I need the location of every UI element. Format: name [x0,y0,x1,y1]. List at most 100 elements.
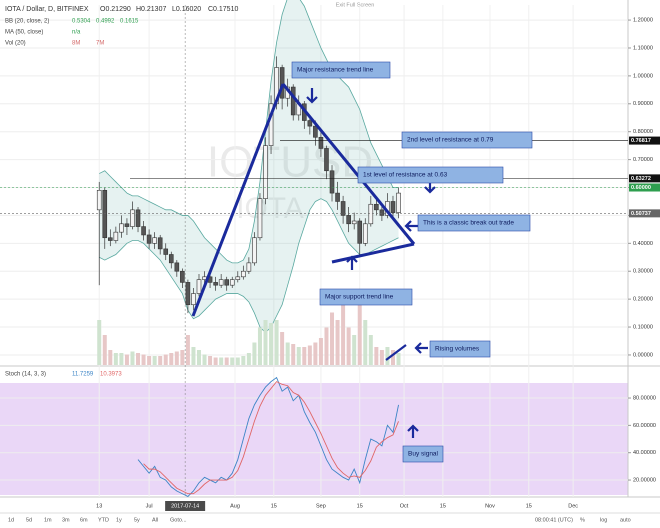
candle-body [180,270,185,283]
candle-body [196,279,202,294]
candle-body [374,203,379,211]
volume-bar [285,342,290,365]
candle-body [102,190,108,239]
annotation: Major support trend line [325,294,394,301]
band-fill [99,0,399,333]
scale-option[interactable]: auto [620,517,631,523]
range-button[interactable]: 1y [116,517,122,523]
annotation: This is a classic break out trade [423,220,514,227]
candle-body [362,223,368,244]
volume-bar [219,357,224,365]
candle-body [335,192,340,202]
arrow [404,220,418,232]
range-button[interactable]: All [152,517,158,523]
candle-body [246,262,252,272]
x-tick-label: Sep [316,503,326,509]
arrows [306,88,436,438]
stoch-line [143,381,399,495]
candle-body [191,293,196,306]
y-tick-label: 60.00000 [633,423,656,429]
range-button[interactable]: 1m [44,517,52,523]
x-tick-label: Dec [568,503,578,509]
range-button[interactable]: 5d [26,517,32,523]
scale-option[interactable]: % [580,517,585,523]
candle-body [168,254,174,264]
candle-body [124,223,130,227]
price-label: 0.60000 [631,185,651,191]
candle-body [290,86,296,116]
y-tick-label: 40.00000 [633,450,656,456]
range-button[interactable]: 5y [134,517,140,523]
band-line [99,198,399,334]
annotation-box [417,214,531,232]
volume-bar [330,312,335,365]
y-tick-label: 0.20000 [633,297,653,303]
volume-bar [147,356,152,365]
y-tick-label: 1.00000 [633,73,653,79]
range-button[interactable]: 3m [62,517,70,523]
y-tick-label: 0.10000 [633,324,653,330]
volume-bar [341,290,346,365]
annotation: 2nd level of resistance at 0.79 [407,137,494,144]
volume-bar [174,351,179,365]
y-tick-label: 0.30000 [633,269,653,275]
volume-bar [202,354,207,365]
range-button[interactable]: 1d [8,517,14,523]
volume-bar [180,350,185,365]
candle-body [213,282,218,286]
volume-bar [169,353,174,365]
arrow [414,342,428,354]
watermark: IOTA [236,192,304,225]
ohlc-value: H0.21307 [136,6,166,13]
candle-body [130,209,135,227]
candle-body [263,145,268,199]
volume-bar [363,320,368,365]
stoch-band [0,383,628,495]
trend-line [281,83,416,245]
y-tick-label: 20.00000 [633,478,656,484]
volume-bar [241,356,246,365]
price-label-box [629,183,660,192]
volume-bar [213,357,218,365]
candle-body [307,120,313,127]
annotation-box [429,340,491,358]
y-tick-label: 1.10000 [633,45,653,51]
candle-body [268,103,274,146]
x-tick-label: 15 [357,503,363,509]
x-tick-label: Aug [230,503,240,509]
exit-fullscreen[interactable]: Exit Full Screen [336,2,375,8]
band-line [99,0,399,264]
candle-body [368,203,374,225]
volume-bar [97,320,102,365]
range-button[interactable]: Goto... [170,517,187,523]
indicator-value: n/a [72,30,81,36]
drawings: Major resistance trend line 2nd level of … [191,61,533,463]
price-label-box [629,209,660,218]
price-label: 0.50737 [631,211,651,217]
ohlc-value: O0.21290 [100,6,131,13]
volume-bar [269,323,274,365]
arrow [407,424,419,438]
trend-line [331,242,415,264]
x-tick-label: 13 [96,503,102,509]
volume-bar [124,354,129,365]
candle-body [96,190,102,211]
annotation: Buy signal [408,451,439,458]
volume-bar [324,327,329,365]
candle-body [346,215,351,225]
scale-option[interactable]: log [600,517,607,523]
stoch-value: 10.3973 [100,372,122,378]
candle-body [313,125,318,138]
volume-bar [263,320,268,365]
range-button[interactable]: 6m [80,517,88,523]
candle-body [141,226,146,236]
volume-bar [246,353,251,365]
volume-bar [346,327,351,365]
volume-bar [307,345,312,365]
x-tick-label: Oct [400,503,409,509]
volume-bar [313,342,318,365]
range-button[interactable]: YTD [98,517,109,523]
volume-bar [230,357,235,365]
indicator-name: MA (50, close) [5,30,43,36]
